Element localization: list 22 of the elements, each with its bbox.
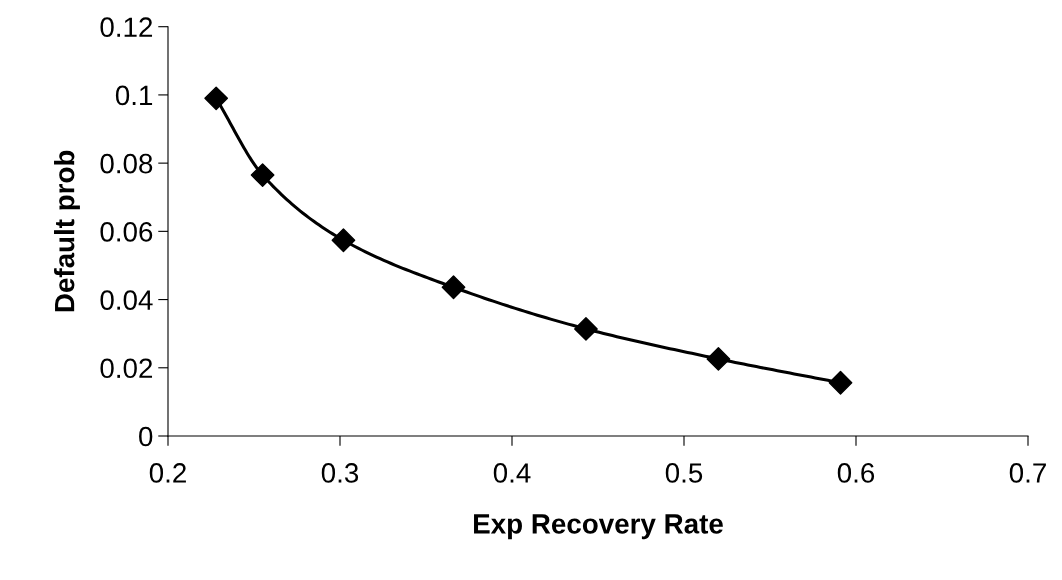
y-tick-label: 0.04 xyxy=(100,290,153,310)
point xyxy=(574,317,598,341)
x-tick-label: 0.3 xyxy=(321,463,359,483)
x-tick-label: 0.6 xyxy=(837,463,875,483)
y-tick-label: 0.02 xyxy=(100,358,153,379)
point xyxy=(250,163,275,187)
y-axis-title: Default prob xyxy=(54,150,80,312)
point xyxy=(706,347,731,371)
y-tick-label: 0 xyxy=(139,426,153,447)
point xyxy=(828,370,853,395)
point xyxy=(441,275,466,300)
x-tick-label: 0.2 xyxy=(149,463,186,483)
x-tick-label: 0.7 xyxy=(1009,463,1046,483)
y-tick-label: 0.06 xyxy=(100,222,153,242)
x-axis-title: Exp Recovery Rate xyxy=(474,514,723,540)
point xyxy=(204,86,229,111)
x-tick-label: 0.5 xyxy=(665,463,703,483)
y-tick-label: 0.08 xyxy=(100,153,153,174)
x-tick-label: 0.4 xyxy=(493,463,531,483)
y-tick-label: 0.12 xyxy=(100,17,153,38)
y-tick-label: 0.1 xyxy=(115,85,153,106)
point xyxy=(331,228,356,253)
